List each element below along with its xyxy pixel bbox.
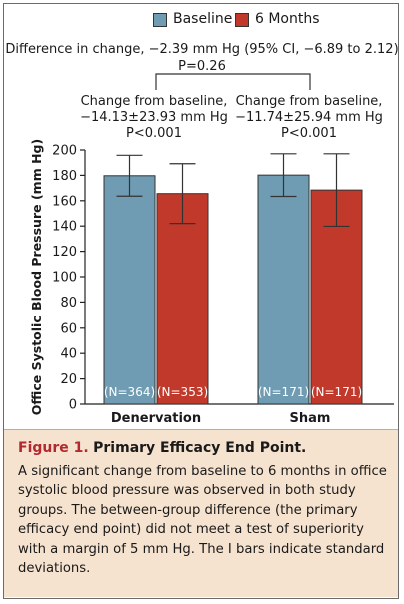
y-tick-label: 120 bbox=[52, 245, 77, 260]
legend-label-baseline: Baseline bbox=[173, 11, 233, 27]
y-tick-label: 40 bbox=[60, 347, 77, 362]
n-label: (N=353) bbox=[157, 385, 208, 399]
y-tick-label: 0 bbox=[69, 398, 77, 413]
y-tick-label: 100 bbox=[52, 271, 77, 286]
y-tick-label: 20 bbox=[60, 372, 77, 387]
sham-change-line-3: P<0.001 bbox=[281, 126, 337, 141]
difference-annotation: Difference in change, −2.39 mm Hg (95% C… bbox=[5, 42, 399, 57]
difference-p-value: P=0.26 bbox=[178, 59, 226, 74]
x-tick-label-denervation: Denervation bbox=[111, 411, 201, 426]
y-tick-label: 200 bbox=[52, 144, 77, 159]
sham-change-line-1: Change from baseline, bbox=[235, 94, 383, 109]
comparison-bracket bbox=[155, 73, 311, 90]
denervation-change-line-1: Change from baseline, bbox=[80, 94, 228, 109]
bar-chart: 0 20 40 60 80 100 120 140 160 180 200 Office Systol… bbox=[29, 73, 394, 426]
y-tick-label: 60 bbox=[60, 321, 77, 336]
y-tick-label: 160 bbox=[52, 194, 77, 209]
n-label: (N=171) bbox=[258, 385, 309, 399]
denervation-change-annotation: Change from baseline, −14.13±23.93 mm Hg… bbox=[79, 94, 229, 142]
legend-label-six-months: 6 Months bbox=[255, 11, 320, 27]
y-axis-label: Office Systolic Blood Pressure (mm Hg) bbox=[29, 139, 44, 415]
sham-change-line-2: −11.74±25.94 mm Hg bbox=[235, 110, 383, 125]
bar-baseline-sham bbox=[257, 174, 310, 405]
y-tick-label: 80 bbox=[60, 296, 77, 311]
denervation-change-line-2: −14.13±23.93 mm Hg bbox=[80, 110, 228, 125]
bar-baseline-denervation bbox=[103, 175, 156, 405]
bar-six-months-denervation bbox=[156, 193, 209, 405]
sham-change-annotation: Change from baseline, −11.74±25.94 mm Hg… bbox=[234, 94, 384, 142]
figure-label: Figure 1. bbox=[18, 440, 89, 456]
legend-swatch-six-months bbox=[235, 13, 249, 27]
y-tick-label: 140 bbox=[52, 220, 77, 235]
legend-swatch-baseline bbox=[153, 13, 167, 27]
caption-title-line: Figure 1. Primary Efficacy End Point. bbox=[18, 440, 388, 456]
n-label: (N=171) bbox=[311, 385, 362, 399]
y-tick-label: 180 bbox=[52, 169, 77, 184]
x-tick-label-sham: Sham bbox=[290, 411, 331, 426]
n-label: (N=364) bbox=[104, 385, 155, 399]
caption-title: Primary Efficacy End Point. bbox=[93, 440, 307, 456]
figure-caption: Figure 1. Primary Efficacy End Point. A … bbox=[4, 429, 398, 597]
caption-body: A significant change from baseline to 6 … bbox=[18, 464, 387, 577]
denervation-change-line-3: P<0.001 bbox=[126, 126, 182, 141]
